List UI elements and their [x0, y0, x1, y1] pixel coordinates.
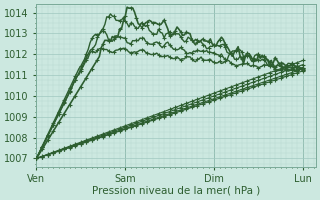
X-axis label: Pression niveau de la mer( hPa ): Pression niveau de la mer( hPa )	[92, 186, 260, 196]
